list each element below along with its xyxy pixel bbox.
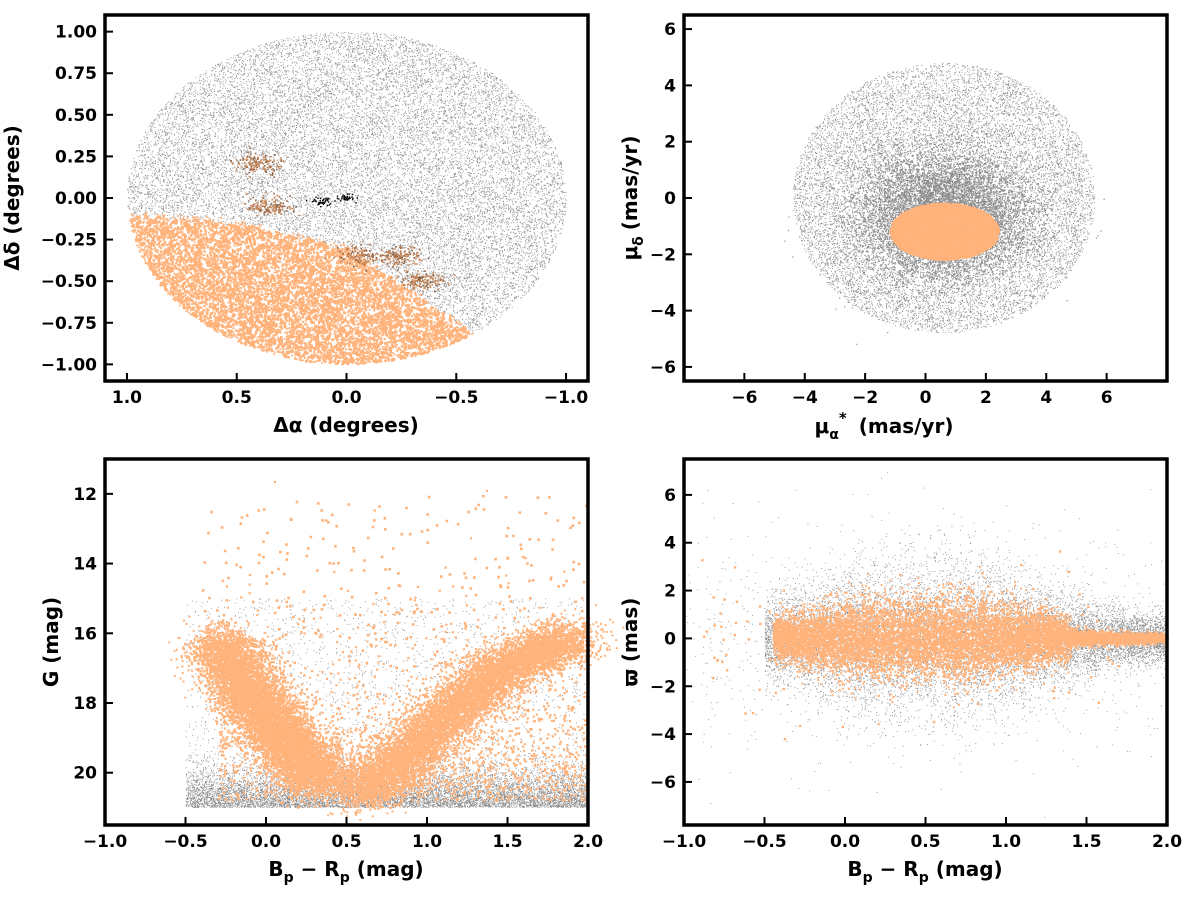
x-tick-label: 1.5 [1071,832,1101,852]
substructure-star-points [230,147,445,293]
y-tick-label: −6 [650,773,676,793]
x-tick-label: −0.5 [434,388,478,408]
x-tick-label: 4 [1040,388,1052,408]
y-tick-label: −2 [650,677,676,697]
x-tick-label: −0.5 [163,832,207,852]
panel-color-magnitude: −1.0 −0.5 0.0 0.5 1.0 1.5 2.0 20 18 16 14 12 Bp − R… [39,457,625,886]
y-axis-label: μδ(mas/yr) [618,135,647,260]
axis-ticks: −1.0 −0.5 0.0 0.5 1.0 1.5 2.0 6 4 2 0 −2 −4 −6 [650,486,1182,852]
y-tick-label: 0.00 [55,189,97,209]
field-star-points [793,62,1096,334]
field-star-points [784,97,1105,345]
y-axis-label: Δδ (degrees) [0,125,24,271]
y-tick-label: −2 [650,245,676,265]
member-star-points [772,566,1169,726]
x-tick-label: 1.0 [412,832,442,852]
y-tick-label: −4 [650,725,676,745]
y-axis-label: G (mag) [39,597,63,687]
y-tick-label: 4 [664,534,676,554]
panel-sky-positions: 1.0 0.5 0.0 −0.5 −1.0 1.00 0.75 0.50 0.25 0.00 −0.… [0,13,590,437]
x-axis-label: Bp − Rp (mag) [268,857,423,886]
y-tick-label: 0.25 [55,147,97,167]
panel-parallax: −1.0 −0.5 0.0 0.5 1.0 1.5 2.0 6 4 2 0 −2 −4 −6 Bp − R… [618,457,1182,886]
substructure-star-points [230,151,456,296]
scatter-points [127,31,567,366]
x-axis-label: μα* (mas/yr) [815,409,954,443]
x-tick-label: 0.5 [222,388,252,408]
x-tick-label: −1.0 [544,388,589,408]
member-star-points [889,202,1001,262]
member-star-points [168,604,625,826]
x-tick-label: 1.0 [991,832,1021,852]
y-axis-label: ϖ (mas) [618,598,642,687]
y-tick-label: 4 [664,76,676,96]
x-tick-label: 0.5 [910,832,940,852]
y-tick-label: −4 [650,302,676,322]
y-tick-label: 20 [73,764,97,784]
y-tick-label: 6 [664,20,676,40]
x-axis-label: Δα (degrees) [273,413,419,437]
axis-ticks: 1.0 0.5 0.0 −0.5 −1.0 1.00 0.75 0.50 0.25 0.00 −0.… [41,23,589,408]
y-tick-label: 0 [664,629,676,649]
x-tick-label: 1.0 [112,388,142,408]
y-tick-label: 0.50 [55,106,97,126]
x-tick-label: −1.0 [662,832,707,852]
x-tick-label: 2.0 [573,832,603,852]
panel-proper-motions: −6 −4 −2 0 2 4 6 −6 −4 −2 0 2 4 6 μα* (mas/yr) μδ(mas/… [618,13,1169,443]
x-tick-label: 0 [920,388,932,408]
x-tick-label: 0.0 [331,388,361,408]
x-tick-label: −6 [731,388,757,408]
x-tick-label: 0.0 [830,832,860,852]
scatter-points [684,471,1169,818]
y-tick-label: 0 [664,189,676,209]
x-tick-label: 6 [1101,388,1113,408]
y-tick-label: −6 [650,358,676,378]
x-tick-label: 0.5 [331,832,361,852]
y-tick-label: 2 [664,133,676,153]
substructure-star-points [305,193,358,208]
y-tick-label: 18 [73,694,97,714]
y-tick-label: 14 [73,555,97,575]
y-tick-label: −0.75 [41,314,97,334]
y-tick-label: 2 [664,582,676,602]
x-tick-label: −2 [852,388,878,408]
y-tick-label: 1.00 [55,23,97,43]
y-tick-label: 6 [664,486,676,506]
scatter-points [784,62,1105,345]
x-tick-label: −4 [792,388,818,408]
x-axis-label: Bp − Rp (mag) [847,857,1002,886]
axis-ticks: −6 −4 −2 0 2 4 6 −6 −4 −2 0 2 4 6 [650,20,1113,408]
y-tick-label: −1.00 [41,355,97,375]
x-tick-label: −0.5 [742,832,786,852]
member-star-points [130,214,471,366]
scatter-points [168,480,625,826]
x-tick-label: 2 [980,388,992,408]
x-tick-label: −1.0 [83,832,128,852]
x-tick-label: 1.5 [492,832,522,852]
y-tick-label: 16 [73,624,97,644]
member-star-points [218,480,591,802]
x-tick-label: 2.0 [1152,832,1182,852]
y-tick-label: 0.75 [55,64,97,84]
y-tick-label: −0.25 [41,231,97,251]
y-tick-label: −0.50 [41,272,97,292]
x-tick-label: 0.0 [251,832,281,852]
y-tick-label: 12 [73,485,97,505]
axis-ticks: −1.0 −0.5 0.0 0.5 1.0 1.5 2.0 20 18 16 14 12 [73,485,603,852]
